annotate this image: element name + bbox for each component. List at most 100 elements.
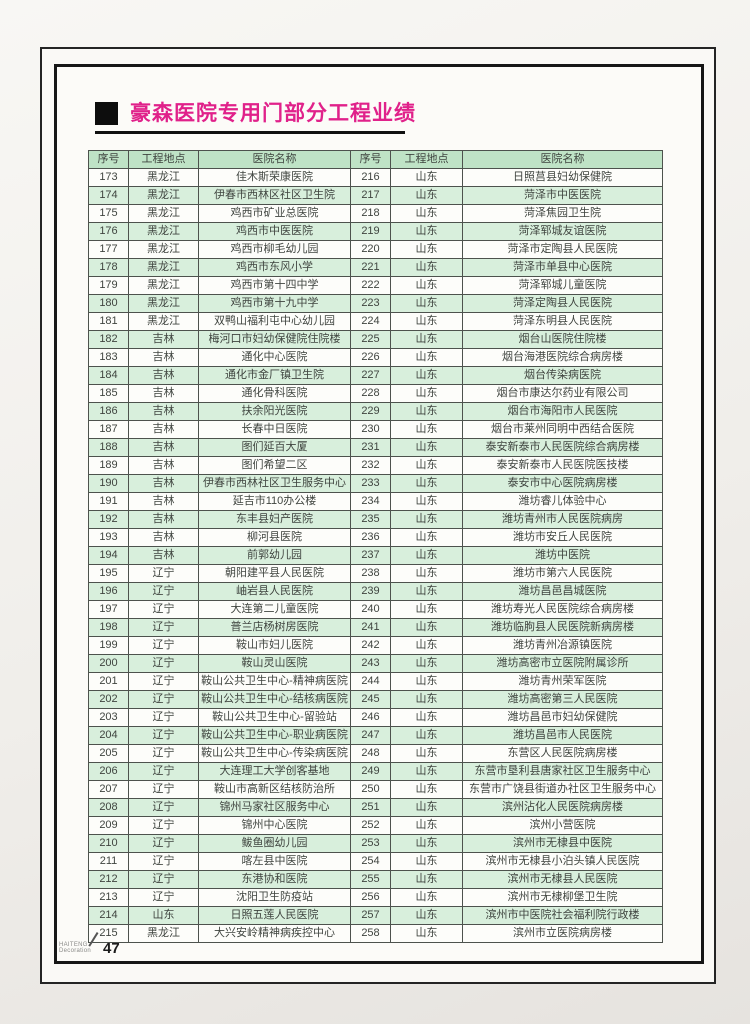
cell-location: 吉林	[128, 420, 199, 439]
cell-location: 辽宁	[128, 834, 199, 853]
cell-serial: 184	[88, 366, 129, 385]
cell-hospital: 东营市垦利县唐家社区卫生服务中心	[462, 762, 663, 781]
cell-serial: 173	[88, 168, 129, 187]
cell-location: 辽宁	[128, 672, 199, 691]
cell-hospital: 鸡西市东风小学	[198, 258, 351, 277]
cell-hospital: 滨州市中医院社会福利院行政楼	[462, 906, 663, 925]
cell-serial: 205	[88, 744, 129, 763]
cell-serial: 247	[350, 726, 391, 745]
cell-location: 山东	[390, 312, 463, 331]
cell-location: 吉林	[128, 384, 199, 403]
inner-page-frame: 豪森医院专用门部分工程业绩 序号 工程地点 医院名称 序号 工程地点 医院名称 173 黑龙…	[54, 64, 704, 964]
cell-location: 山东	[390, 168, 463, 187]
cell-serial: 213	[88, 888, 129, 907]
cell-location: 辽宁	[128, 798, 199, 817]
table-row: 194 吉林 前郭幼儿园 237 山东 潍坊中医院	[88, 546, 663, 565]
cell-hospital: 潍坊青州冶源镇医院	[462, 636, 663, 655]
cell-location: 辽宁	[128, 690, 199, 709]
cell-serial: 175	[88, 204, 129, 223]
cell-hospital: 延吉市110办公楼	[198, 492, 351, 511]
brand-logo: HAITENG Decoration	[59, 942, 91, 956]
cell-location: 山东	[390, 708, 463, 727]
cell-hospital: 菏泽定陶县人民医院	[462, 294, 663, 313]
cell-location: 吉林	[128, 330, 199, 349]
cell-hospital: 菏泽市中医医院	[462, 186, 663, 205]
cell-location: 山东	[128, 906, 199, 925]
cell-location: 辽宁	[128, 780, 199, 799]
cell-hospital: 菏泽市单县中心医院	[462, 258, 663, 277]
cell-hospital: 鞍山灵山医院	[198, 654, 351, 673]
cell-location: 黑龙江	[128, 294, 199, 313]
header-cell-location: 工程地点	[128, 150, 199, 169]
table-row: 198 辽宁 普兰店杨树房医院 241 山东 潍坊临朐县人民医院新病房楼	[88, 618, 663, 637]
cell-location: 辽宁	[128, 744, 199, 763]
cell-location: 山东	[390, 870, 463, 889]
cell-location: 辽宁	[128, 870, 199, 889]
table-row: 185 吉林 通化骨科医院 228 山东 烟台市康达尔药业有限公司	[88, 384, 663, 403]
cell-hospital: 滨州市无棣县人民医院	[462, 870, 663, 889]
cell-location: 山东	[390, 366, 463, 385]
page-title: 豪森医院专用门部分工程业绩	[130, 102, 416, 125]
cell-serial: 239	[350, 582, 391, 601]
table-row: 192 吉林 东丰县妇产医院 235 山东 潍坊青州市人民医院病房	[88, 510, 663, 529]
cell-serial: 181	[88, 312, 129, 331]
cell-hospital: 东丰县妇产医院	[198, 510, 351, 529]
cell-location: 黑龙江	[128, 258, 199, 277]
cell-serial: 182	[88, 330, 129, 349]
cell-serial: 237	[350, 546, 391, 565]
cell-serial: 195	[88, 564, 129, 583]
cell-hospital: 潍坊中医院	[462, 546, 663, 565]
cell-location: 辽宁	[128, 582, 199, 601]
table-row: 173 黑龙江 佳木斯荣康医院 216 山东 日照莒县妇幼保健院	[88, 168, 663, 187]
cell-serial: 189	[88, 456, 129, 475]
cell-serial: 245	[350, 690, 391, 709]
cell-hospital: 伊春市西林区社区卫生院	[198, 186, 351, 205]
table-row: 191 吉林 延吉市110办公楼 234 山东 潍坊睿儿体验中心	[88, 492, 663, 511]
cell-location: 山东	[390, 816, 463, 835]
cell-hospital: 菏泽东明县人民医院	[462, 312, 663, 331]
title-underline	[95, 131, 405, 134]
cell-hospital: 潍坊青州市人民医院病房	[462, 510, 663, 529]
header-cell-location: 工程地点	[390, 150, 463, 169]
cell-serial: 225	[350, 330, 391, 349]
cell-location: 山东	[390, 240, 463, 259]
cell-serial: 217	[350, 186, 391, 205]
cell-serial: 183	[88, 348, 129, 367]
cell-serial: 216	[350, 168, 391, 187]
cell-location: 黑龙江	[128, 276, 199, 295]
cell-location: 辽宁	[128, 852, 199, 871]
cell-serial: 204	[88, 726, 129, 745]
cell-hospital: 东港协和医院	[198, 870, 351, 889]
table-row: 188 吉林 图们延百大厦 231 山东 泰安新泰市人民医院综合病房楼	[88, 438, 663, 457]
cell-serial: 201	[88, 672, 129, 691]
cell-serial: 200	[88, 654, 129, 673]
cell-hospital: 潍坊睿儿体验中心	[462, 492, 663, 511]
cell-hospital: 鞍山市高新区结核防治所	[198, 780, 351, 799]
cell-hospital: 潍坊高密市立医院附属诊所	[462, 654, 663, 673]
cell-hospital: 潍坊临朐县人民医院新病房楼	[462, 618, 663, 637]
cell-hospital: 鸡西市柳毛幼儿园	[198, 240, 351, 259]
table-row: 181 黑龙江 双鸭山福利屯中心幼儿园 224 山东 菏泽东明县人民医院	[88, 312, 663, 331]
cell-location: 山东	[390, 618, 463, 637]
cell-serial: 208	[88, 798, 129, 817]
cell-serial: 231	[350, 438, 391, 457]
table-row: 214 山东 日照五莲人民医院 257 山东 滨州市中医院社会福利院行政楼	[88, 906, 663, 925]
cell-serial: 196	[88, 582, 129, 601]
cell-location: 山东	[390, 348, 463, 367]
cell-location: 山东	[390, 600, 463, 619]
table-row: 184 吉林 通化市金厂镇卫生院 227 山东 烟台传染病医院	[88, 366, 663, 385]
cell-location: 山东	[390, 510, 463, 529]
cell-hospital: 东营区人民医院病房楼	[462, 744, 663, 763]
cell-hospital: 佳木斯荣康医院	[198, 168, 351, 187]
cell-hospital: 鸡西市矿业总医院	[198, 204, 351, 223]
cell-location: 吉林	[128, 402, 199, 421]
cell-serial: 248	[350, 744, 391, 763]
cell-hospital: 烟台山医院住院楼	[462, 330, 663, 349]
cell-location: 山东	[390, 564, 463, 583]
cell-serial: 241	[350, 618, 391, 637]
cell-hospital: 大连第二儿童医院	[198, 600, 351, 619]
cell-hospital: 扶余阳光医院	[198, 402, 351, 421]
cell-location: 山东	[390, 888, 463, 907]
cell-hospital: 潍坊高密第三人民医院	[462, 690, 663, 709]
cell-hospital: 潍坊昌邑市妇幼保健院	[462, 708, 663, 727]
